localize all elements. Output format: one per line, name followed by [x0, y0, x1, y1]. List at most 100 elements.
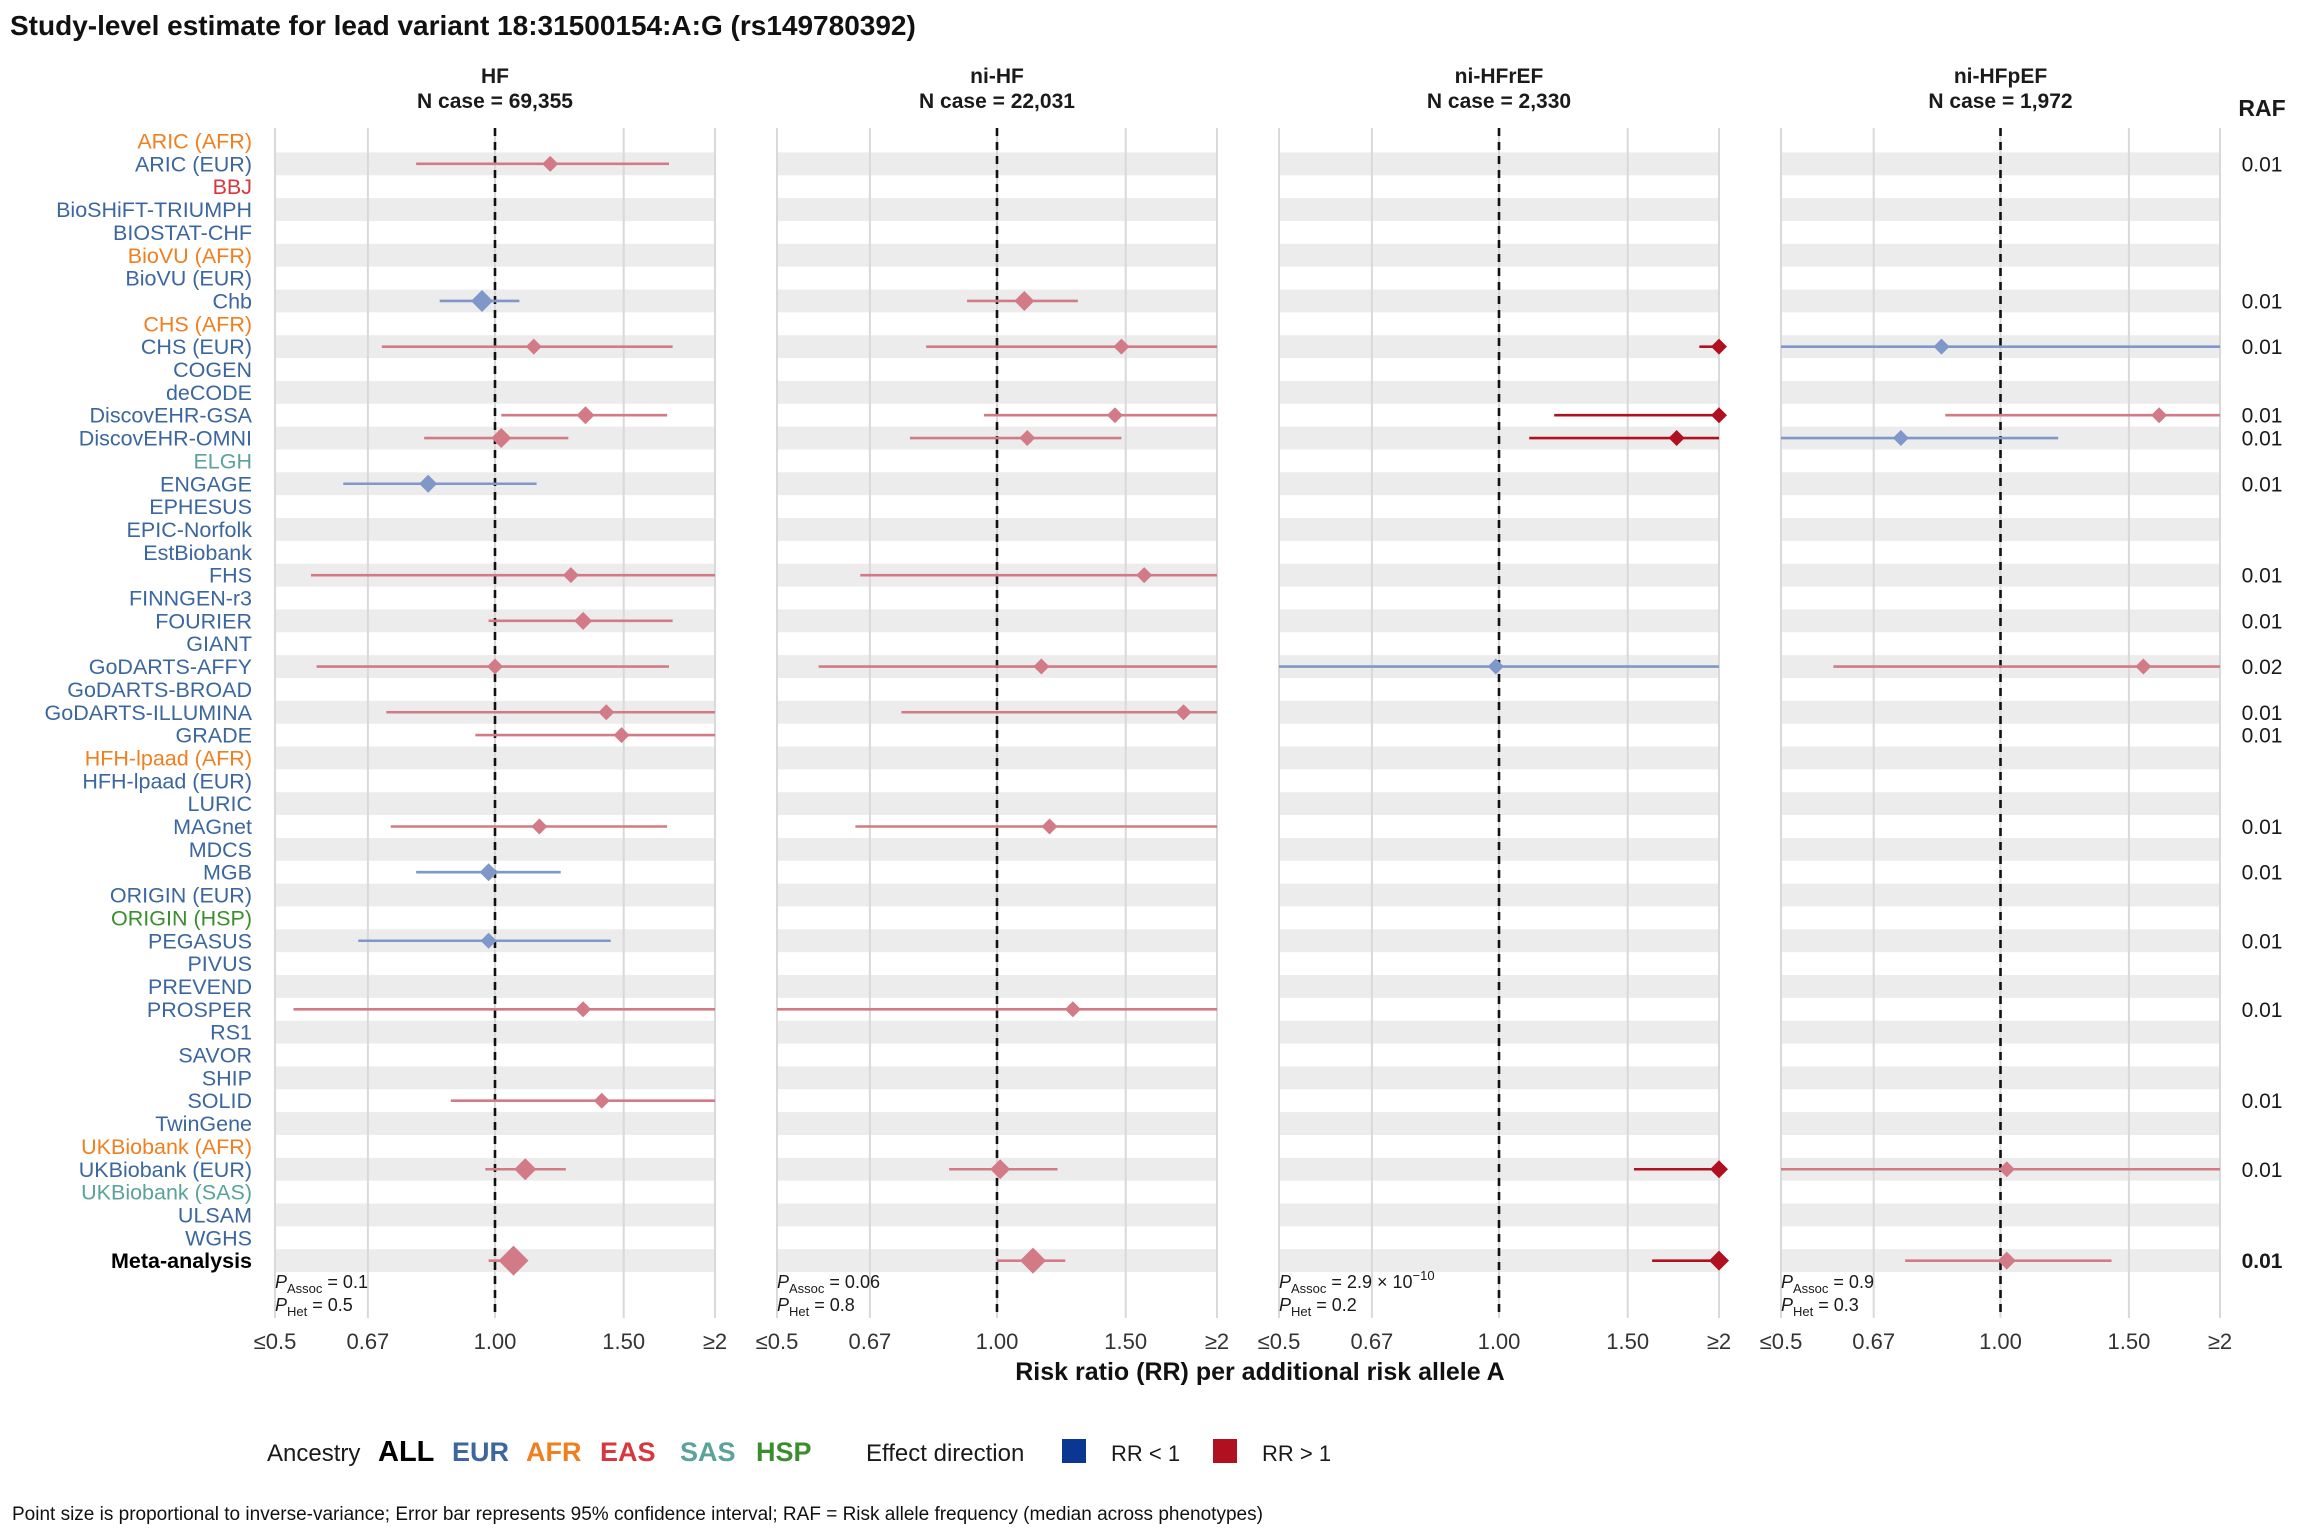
study-label: SHIP — [202, 1066, 252, 1090]
legend-swatch — [1213, 1439, 1237, 1463]
study-label: ORIGIN (EUR) — [110, 884, 252, 908]
panel-headers: HFN case = 69,355 ni-HFN case = 22,031 ni-… — [417, 65, 2073, 113]
raf-value: 0.01 — [2242, 153, 2283, 176]
point-estimate — [576, 406, 595, 425]
p-assoc-exponent: −10 — [1413, 1268, 1435, 1283]
point-estimate — [1014, 290, 1035, 311]
x-tick-label: ≥2 — [1707, 1329, 1731, 1354]
raf-column: RAF0.010.010.010.010.010.010.010.010.020… — [2238, 95, 2285, 1273]
x-axis-label: Risk ratio (RR) per additional risk alle… — [1015, 1358, 1504, 1386]
reference-lines — [493, 128, 2002, 1318]
study-label: CHS (AFR) — [143, 312, 252, 336]
raf-value: 0.01 — [2242, 702, 2283, 725]
raf-value: 0.01 — [2242, 290, 2283, 313]
point-estimate — [598, 704, 615, 721]
p-symbol: P — [1781, 1295, 1793, 1315]
study-label: ORIGIN (HSP) — [111, 906, 252, 930]
study-label: SAVOR — [178, 1044, 252, 1068]
point-estimate — [525, 338, 542, 355]
panel-n-case: N case = 2,330 — [1427, 90, 1571, 113]
study-label: BBJ — [213, 175, 252, 199]
raf-value: 0.01 — [2242, 930, 2283, 953]
raf-value: 0.01 — [2242, 1250, 2283, 1273]
panel-n-case: N case = 22,031 — [919, 90, 1075, 113]
legend-ancestry-eas: EAS — [600, 1437, 656, 1467]
study-label: GoDARTS-AFFY — [89, 655, 252, 679]
study-labels: ARIC (AFR)ARIC (EUR)BBJBioSHiFT-TRIUMPHB… — [45, 130, 253, 1274]
x-tick-label: 1.50 — [602, 1329, 645, 1354]
x-tick-label: ≤0.5 — [254, 1329, 297, 1354]
study-label: HFH-lpaad (AFR) — [85, 746, 252, 770]
study-label: ULSAM — [178, 1203, 252, 1227]
p-subscript: Het — [287, 1304, 308, 1319]
study-label: BioVU (AFR) — [128, 244, 252, 268]
point-estimate — [531, 818, 548, 835]
point-estimate — [1064, 1001, 1081, 1018]
panel-title: ni-HFrEF — [1455, 65, 1544, 88]
p-assoc-text: PAssoc = 0.9 — [1781, 1272, 1874, 1296]
p-symbol: P — [275, 1295, 287, 1315]
study-label: RS1 — [210, 1021, 252, 1045]
study-label: UKBiobank (SAS) — [81, 1181, 252, 1205]
legend-ancestry-title: Ancestry — [267, 1440, 360, 1467]
study-label: BIOSTAT-CHF — [113, 221, 252, 245]
study-label: deCODE — [166, 381, 252, 405]
study-label: PREVEND — [148, 975, 252, 999]
x-tick-label: ≥2 — [1205, 1329, 1229, 1354]
chart-title: Study-level estimate for lead variant 18… — [10, 10, 916, 41]
x-tick-label: 1.00 — [976, 1329, 1019, 1354]
point-estimate — [1136, 567, 1153, 584]
p-subscript: Het — [1291, 1304, 1312, 1319]
raf-value: 0.01 — [2242, 336, 2283, 359]
raf-value: 0.01 — [2242, 725, 2283, 748]
raf-value: 0.01 — [2242, 999, 2283, 1022]
study-label: ENGAGE — [160, 472, 252, 496]
x-tick-label: 1.50 — [1104, 1329, 1147, 1354]
x-tick-label: 1.00 — [1979, 1329, 2022, 1354]
legend-ancestry-eur: EUR — [452, 1437, 509, 1467]
p-assoc-text: PAssoc = 0.06 — [777, 1272, 880, 1296]
point-estimate — [542, 155, 559, 172]
point-estimate — [1487, 658, 1504, 675]
study-label: GRADE — [176, 724, 252, 748]
p-het-value: = 0.3 — [1813, 1295, 1859, 1315]
estimate-marks — [293, 155, 2220, 1276]
panel-title: ni-HFpEF — [1954, 65, 2047, 88]
study-label: GoDARTS-ILLUMINA — [45, 701, 253, 725]
point-estimate — [1113, 338, 1130, 355]
study-label: WGHS — [185, 1226, 252, 1250]
p-assoc-text: PAssoc = 0.1 — [275, 1272, 368, 1296]
p-het-text: PHet = 0.8 — [777, 1295, 855, 1319]
point-estimate — [471, 289, 494, 312]
raf-value: 0.01 — [2242, 405, 2283, 428]
p-het-value: = 0.8 — [809, 1295, 855, 1315]
point-estimate — [2151, 407, 2168, 424]
study-label: COGEN — [173, 358, 252, 382]
point-estimate — [487, 658, 503, 675]
point-estimate — [514, 1158, 537, 1181]
point-estimate — [1019, 430, 1036, 447]
point-estimate — [419, 474, 438, 493]
point-estimate — [1019, 1247, 1046, 1274]
raf-value: 0.01 — [2242, 428, 2283, 451]
p-assoc-value: = 0.06 — [824, 1272, 880, 1292]
raf-value: 0.01 — [2242, 565, 2283, 588]
p-subscript: Assoc — [1291, 1281, 1327, 1296]
legend-ancestry-afr: AFR — [526, 1437, 582, 1467]
legend-effect-title: Effect direction — [866, 1440, 1024, 1467]
footnote: Point size is proportional to inverse-va… — [12, 1504, 1263, 1525]
x-tick-label: 0.67 — [346, 1329, 389, 1354]
point-estimate — [1668, 430, 1685, 447]
study-label: UKBiobank (EUR) — [79, 1158, 252, 1182]
p-subscript: Het — [789, 1304, 810, 1319]
raf-value: 0.01 — [2242, 610, 2283, 633]
study-label: LURIC — [187, 792, 252, 816]
x-tick-label: 1.00 — [474, 1329, 517, 1354]
legend-ancestry-hsp: HSP — [756, 1437, 812, 1467]
point-estimate — [1106, 407, 1123, 424]
study-label: GIANT — [186, 632, 252, 656]
panel-n-case: N case = 1,972 — [1928, 90, 2072, 113]
study-label: FHS — [209, 564, 252, 588]
